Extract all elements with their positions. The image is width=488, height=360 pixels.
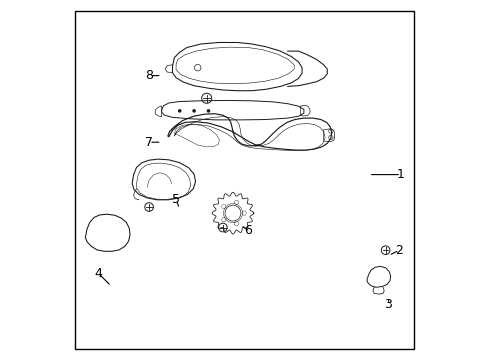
Circle shape <box>192 109 196 113</box>
Circle shape <box>178 109 181 113</box>
Text: 2: 2 <box>395 244 403 257</box>
Circle shape <box>206 109 210 113</box>
Text: 8: 8 <box>145 69 153 82</box>
Text: 4: 4 <box>95 267 102 280</box>
Text: 3: 3 <box>384 298 392 311</box>
Text: 7: 7 <box>145 136 153 149</box>
Text: 6: 6 <box>244 224 251 237</box>
Text: 1: 1 <box>396 168 404 181</box>
Text: 5: 5 <box>172 193 180 206</box>
